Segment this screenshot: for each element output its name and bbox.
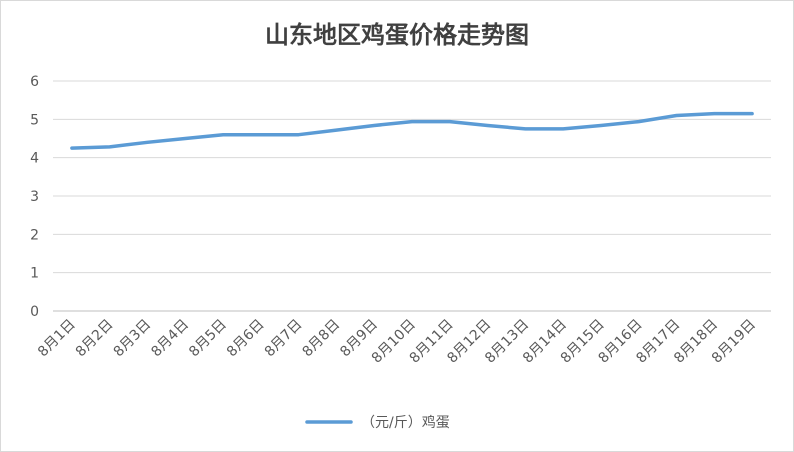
y-tick-label: 4 [30, 151, 39, 167]
series-layer [70, 111, 754, 150]
x-tick-label: 8月5日 [186, 317, 230, 361]
legend-label: （元/斤）鸡蛋 [361, 414, 450, 431]
x-tick-label: 8月3日 [111, 317, 155, 361]
x-tick-label: 8月1日 [35, 317, 79, 361]
y-tick-label: 5 [30, 112, 39, 128]
y-tick-label: 3 [30, 189, 39, 205]
x-tick-label: 8月7日 [262, 317, 306, 361]
x-tick-label: 8月8日 [300, 317, 344, 361]
y-tick-label: 2 [30, 227, 39, 243]
series-line [70, 111, 754, 150]
gridlines [53, 80, 771, 312]
y-axis-ticks: 0 1 2 3 4 5 6 [30, 74, 39, 320]
x-axis-ticks: 8月1日8月2日8月3日8月4日8月5日8月6日8月7日8月8日8月9日8月10… [35, 317, 759, 367]
x-tick-label: 8月6日 [224, 317, 268, 361]
y-tick-label: 0 [30, 304, 39, 320]
legend: （元/斤）鸡蛋 [305, 414, 450, 431]
x-tick-label: 8月4日 [148, 317, 192, 361]
chart-title: 山东地区鸡蛋价格走势图 [265, 21, 529, 49]
x-tick-label: 8月2日 [73, 317, 117, 361]
y-tick-label: 1 [30, 266, 39, 282]
y-tick-label: 6 [30, 74, 39, 90]
